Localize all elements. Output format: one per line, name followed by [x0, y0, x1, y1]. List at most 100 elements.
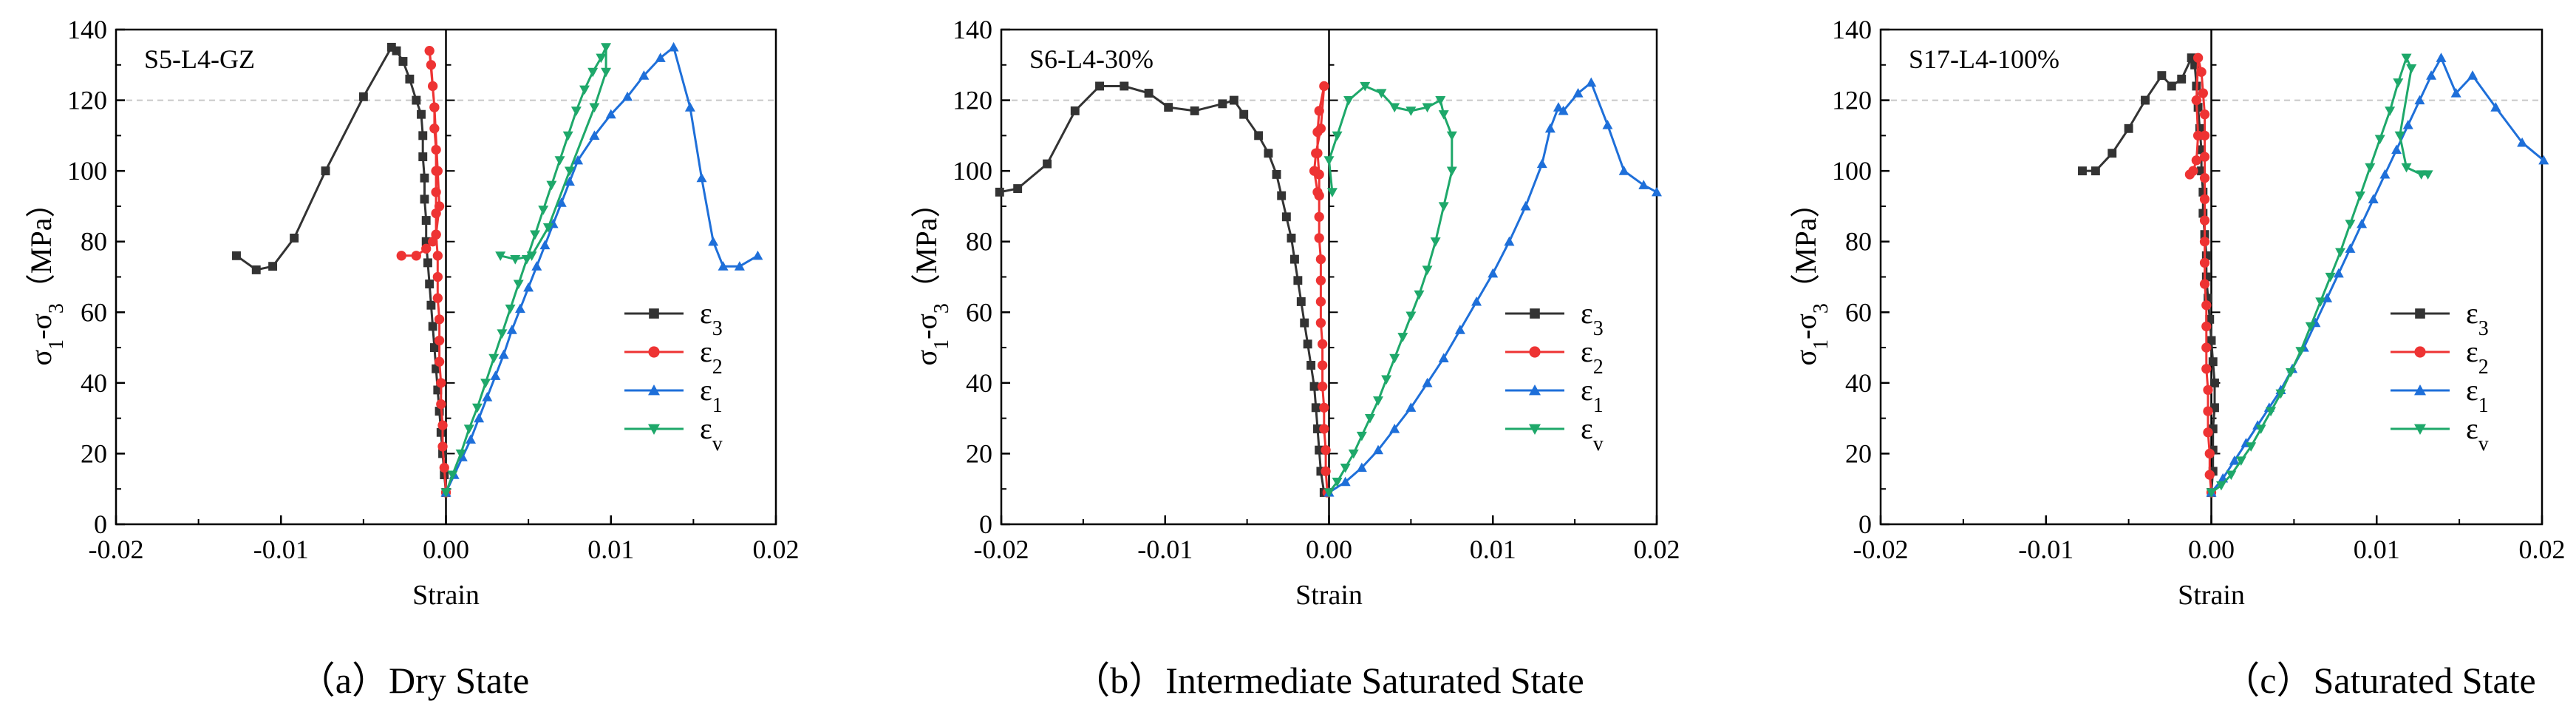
y-tick-label: 20: [1845, 438, 1872, 468]
x-tick-label: 0.01: [587, 535, 634, 564]
data-point: [463, 424, 474, 434]
data-point: [1218, 99, 1227, 109]
data-point: [1317, 381, 1328, 392]
data-point: [596, 53, 607, 64]
data-point: [1602, 120, 1613, 129]
data-point: [1281, 212, 1291, 222]
data-point: [2201, 364, 2212, 374]
data-point: [2203, 385, 2213, 396]
data-point: [2197, 145, 2207, 155]
data-point: [1306, 361, 1316, 370]
legend-label: ε3: [1581, 297, 1604, 340]
data-point: [531, 261, 542, 271]
data-point: [488, 353, 500, 364]
data-point: [573, 155, 584, 165]
data-point: [386, 42, 396, 52]
legend-label: ε1: [700, 373, 723, 417]
data-point: [1405, 106, 1417, 116]
x-tick-label: 0.00: [1306, 535, 1352, 564]
data-point: [2335, 248, 2346, 258]
data-point: [668, 41, 679, 52]
chart-panel-3: -0.02 -0.01 0.00 0.01 0.02 0 20 40 60 80 100 120 140…: [1789, 15, 2566, 701]
series-line: [1328, 81, 1657, 494]
data-point: [521, 255, 532, 265]
data-point: [1586, 77, 1597, 87]
data-point: [2325, 272, 2336, 282]
data-point: [2191, 155, 2202, 166]
data-point: [1471, 296, 1482, 306]
data-point: [752, 250, 763, 260]
data-point: [2197, 166, 2207, 176]
data-point: [1414, 290, 1425, 300]
data-point: [589, 130, 600, 140]
data-point: [2199, 109, 2210, 120]
data-point: [2354, 191, 2365, 201]
data-point: [474, 413, 485, 423]
data-point: [1190, 106, 1199, 115]
data-point: [2357, 218, 2368, 228]
data-point: [2368, 194, 2379, 203]
y-axis-label: σ1-σ3（MPa）: [910, 188, 953, 365]
data-point: [1315, 123, 1326, 134]
data-point: [530, 230, 541, 240]
data-point: [2204, 448, 2215, 459]
data-point: [427, 81, 438, 92]
series-εv: [2206, 53, 2433, 498]
y-tick-label: 60: [81, 297, 107, 327]
data-point: [2538, 155, 2549, 165]
data-point: [542, 223, 553, 233]
data-point: [1095, 81, 1104, 91]
data-point: [562, 131, 573, 141]
data-point: [1529, 424, 1541, 435]
data-point: [455, 449, 466, 459]
y-tick-label: 120: [67, 86, 107, 115]
data-point: [437, 420, 448, 430]
data-point: [2198, 187, 2208, 197]
data-point: [465, 434, 476, 444]
data-point: [1504, 236, 1515, 246]
data-point: [622, 91, 633, 101]
data-point: [1340, 476, 1351, 487]
data-point: [1340, 463, 1351, 473]
x-tick-label: 0.01: [2354, 535, 2400, 564]
data-point: [2177, 74, 2187, 84]
data-point: [1356, 431, 1367, 441]
data-point: [2415, 308, 2425, 319]
data-point: [396, 251, 406, 261]
legend-label: ε3: [2466, 297, 2489, 340]
data-point: [2374, 135, 2385, 145]
data-point: [2322, 293, 2333, 302]
y-tick-label: 120: [953, 86, 992, 115]
data-point: [2198, 88, 2208, 98]
x-tick-label: 0.02: [1634, 535, 1680, 564]
data-point: [1652, 186, 1662, 197]
legend-label: ε2: [700, 335, 723, 379]
data-point: [2414, 385, 2426, 396]
data-point: [2215, 481, 2226, 491]
data-point: [2295, 347, 2306, 356]
data-point: [1293, 276, 1303, 285]
data-point: [2204, 470, 2215, 480]
y-tick-label: 100: [953, 156, 992, 186]
data-point: [1317, 360, 1328, 370]
data-point: [2414, 346, 2426, 358]
data-point: [2196, 67, 2207, 77]
data-point: [421, 216, 431, 225]
data-point: [1070, 106, 1080, 115]
data-point: [1348, 449, 1359, 459]
series-line: [1328, 85, 1454, 493]
legend-item: ε1: [624, 373, 723, 417]
data-point: [587, 67, 599, 78]
data-point: [2091, 166, 2100, 176]
data-point: [2436, 53, 2447, 62]
data-point: [1314, 233, 1324, 243]
data-point: [995, 187, 1004, 197]
x-tick-label: 0.01: [1470, 535, 1516, 564]
data-point: [1300, 318, 1309, 328]
x-tick-label: 0.00: [2188, 535, 2235, 564]
data-point: [433, 385, 443, 395]
data-point: [1553, 102, 1564, 112]
data-point: [435, 407, 444, 416]
data-point: [1289, 254, 1299, 264]
